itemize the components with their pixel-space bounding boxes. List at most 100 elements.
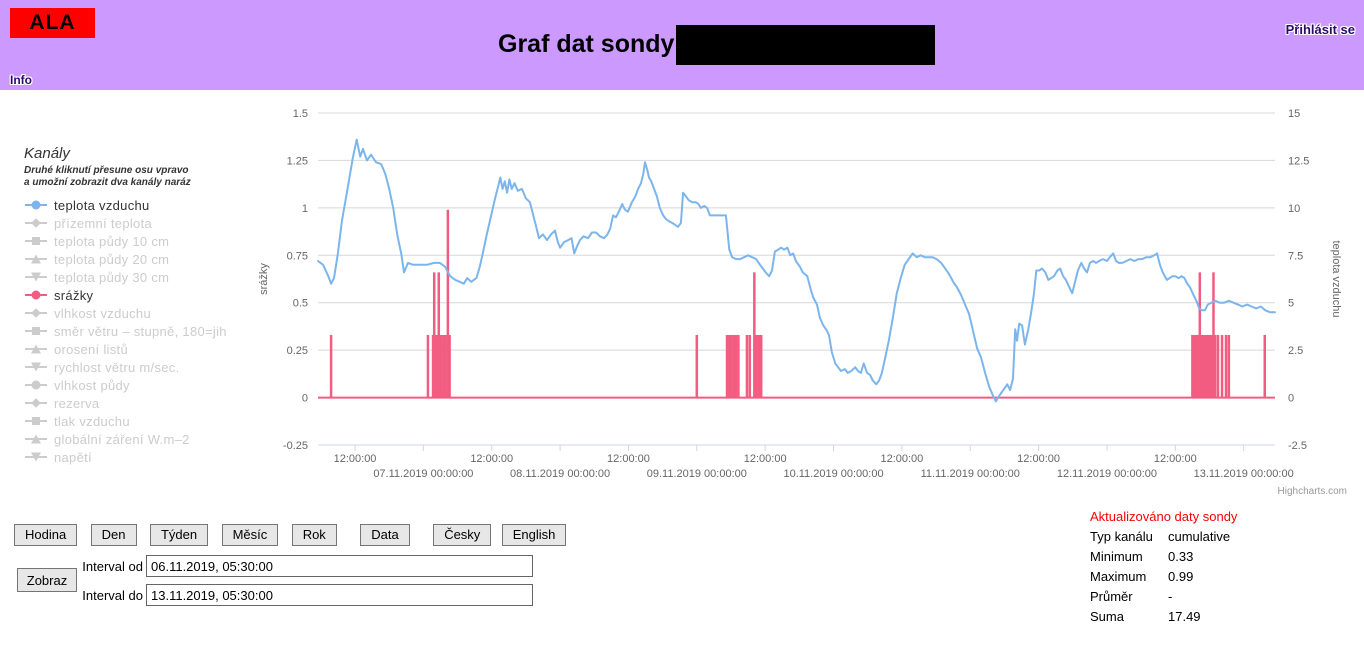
page-title: Graf dat sondy xyxy=(498,30,675,58)
channel-item-14[interactable]: globální záření W.m–2 xyxy=(24,430,256,448)
button-mesic[interactable]: Měsíc xyxy=(221,524,279,546)
gridlines xyxy=(318,112,1275,446)
svg-text:09.11.2019 00:00:00: 09.11.2019 00:00:00 xyxy=(647,468,747,480)
right-axis-title: teplota vzduchu xyxy=(1330,240,1342,317)
svg-text:12.5: 12.5 xyxy=(1288,155,1309,167)
ala-logo-text: ALA xyxy=(29,11,76,34)
svg-text:07.11.2019 00:00:00: 07.11.2019 00:00:00 xyxy=(373,468,473,480)
channel-item-13[interactable]: tlak vzduchu xyxy=(24,412,256,430)
channel-item-6[interactable]: srážky xyxy=(24,286,256,304)
button-hodina[interactable]: Hodina xyxy=(14,524,78,546)
circle-marker-icon xyxy=(25,380,47,390)
svg-text:10.11.2019 00:00:00: 10.11.2019 00:00:00 xyxy=(783,468,883,480)
channel-item-15[interactable]: napětí xyxy=(24,448,256,466)
button-den[interactable]: Den xyxy=(90,524,137,546)
button-tyden[interactable]: Týden xyxy=(149,524,209,546)
stats-title: Aktualizováno daty sondy xyxy=(1090,509,1238,524)
channel-item-label: vlhkost vzduchu xyxy=(54,305,151,321)
channel-item-9[interactable]: orosení listů xyxy=(24,340,256,358)
triangle-down-marker-icon xyxy=(25,452,47,462)
button-cesky[interactable]: Česky xyxy=(433,524,492,546)
chart-svg[interactable]: 1.5 1.25 1 0.75 0.5 0.25 0 -0.25 15 12.5 10 7.5 5 2.5… xyxy=(255,95,1364,510)
temperature-line[interactable] xyxy=(317,138,1276,403)
x-axis: 12:00:00 07.11.2019 00:00:00 12:00:00 08.11… xyxy=(318,444,1294,480)
interval-do-label: Interval do xyxy=(82,588,143,603)
svg-text:11.11.2019 00:00:00: 11.11.2019 00:00:00 xyxy=(921,468,1020,480)
channel-item-2[interactable]: přízemní teplota xyxy=(24,214,256,232)
channel-item-label: rezerva xyxy=(54,395,100,411)
channel-item-11[interactable]: vlhkost půdy xyxy=(24,376,256,394)
channel-item-8[interactable]: směr větru – stupně, 180=jih xyxy=(24,322,256,340)
svg-text:0.75: 0.75 xyxy=(287,250,308,262)
square-marker-icon xyxy=(25,237,47,245)
triangle-down-marker-icon xyxy=(25,362,47,372)
channel-item-label: teplota půdy 30 cm xyxy=(54,269,170,285)
svg-text:12:00:00: 12:00:00 xyxy=(1017,453,1060,465)
svg-text:10: 10 xyxy=(1288,203,1300,215)
channel-item-10[interactable]: rychlost větru m/sec. xyxy=(24,358,256,376)
diamond-marker-icon xyxy=(25,218,47,228)
diamond-marker-icon xyxy=(25,398,47,408)
channel-item-label: tlak vzduchu xyxy=(54,413,130,429)
redacted-probe-name xyxy=(676,25,935,65)
channel-item-label: přízemní teplota xyxy=(54,215,153,231)
channel-item-label: orosení listů xyxy=(54,341,128,357)
svg-text:12:00:00: 12:00:00 xyxy=(607,453,650,465)
header: ALA Graf dat sondy Přihlásit se Info xyxy=(0,0,1364,90)
channel-item-7[interactable]: vlhkost vzduchu xyxy=(24,304,256,322)
triangle-marker-icon xyxy=(25,434,47,444)
left-axis-labels: 1.5 1.25 1 0.75 0.5 0.25 0 -0.25 xyxy=(283,108,308,452)
stat-row: Průměr - xyxy=(1090,589,1173,604)
button-data[interactable]: Data xyxy=(360,524,410,546)
svg-text:1.25: 1.25 xyxy=(287,155,308,167)
svg-text:12:00:00: 12:00:00 xyxy=(1154,453,1197,465)
info-menu-item[interactable]: Info xyxy=(10,73,32,87)
svg-text:0.25: 0.25 xyxy=(287,345,308,357)
svg-text:0.5: 0.5 xyxy=(293,298,308,310)
channel-item-4[interactable]: teplota půdy 20 cm xyxy=(24,250,256,268)
stats-panel: Aktualizováno daty sondy Typ kanálu cumul… xyxy=(1090,509,1360,629)
channel-item-12[interactable]: rezerva xyxy=(24,394,256,412)
triangle-marker-icon xyxy=(25,254,47,264)
svg-text:0: 0 xyxy=(302,393,308,405)
interval-od-input[interactable] xyxy=(146,555,533,577)
channel-item-label: vlhkost půdy xyxy=(54,377,130,393)
channel-item-5[interactable]: teplota půdy 30 cm xyxy=(24,268,256,286)
zobraz-button[interactable]: Zobraz xyxy=(17,568,77,592)
diamond-marker-icon xyxy=(25,308,47,318)
svg-text:12:00:00: 12:00:00 xyxy=(334,453,377,465)
stat-row: Typ kanálu cumulative xyxy=(1090,529,1231,544)
svg-text:2.5: 2.5 xyxy=(1288,345,1303,357)
ala-logo[interactable]: ALA xyxy=(10,8,95,38)
highcharts-credit[interactable]: Highcharts.com xyxy=(1278,486,1347,497)
left-axis-title: srážky xyxy=(258,263,270,295)
svg-text:08.11.2019 00:00:00: 08.11.2019 00:00:00 xyxy=(510,468,610,480)
channel-legend: Kanály Druhé kliknutí přesune osu vpravo… xyxy=(24,145,256,466)
triangle-down-marker-icon xyxy=(25,272,47,282)
svg-text:12.11.2019 00:00:00: 12.11.2019 00:00:00 xyxy=(1057,468,1157,480)
svg-text:1.5: 1.5 xyxy=(293,108,308,120)
svg-text:12:00:00: 12:00:00 xyxy=(880,453,923,465)
right-axis-labels: 15 12.5 10 7.5 5 2.5 0 -2.5 xyxy=(1288,108,1309,452)
triangle-marker-icon xyxy=(25,344,47,354)
precipitation-bars[interactable] xyxy=(318,209,1275,399)
channel-item-3[interactable]: teplota půdy 10 cm xyxy=(24,232,256,250)
svg-text:13.11.2019 00:00:00: 13.11.2019 00:00:00 xyxy=(1194,468,1294,480)
channel-item-label: teplota vzduchu xyxy=(54,197,150,213)
svg-text:5: 5 xyxy=(1288,298,1294,310)
svg-text:7.5: 7.5 xyxy=(1288,250,1303,262)
stat-row: Suma 17.49 xyxy=(1090,609,1201,624)
legend-subtitle-line2: a umožní zobrazit dva kanály naráz xyxy=(24,177,191,188)
channel-item-label: srážky xyxy=(54,287,94,303)
button-english[interactable]: English xyxy=(501,524,567,546)
channel-item-1[interactable]: teplota vzduchu xyxy=(24,196,256,214)
interval-do-input[interactable] xyxy=(146,584,533,606)
button-rok[interactable]: Rok xyxy=(291,524,337,546)
svg-text:12:00:00: 12:00:00 xyxy=(744,453,787,465)
svg-text:0: 0 xyxy=(1288,393,1294,405)
stat-row: Maximum 0.99 xyxy=(1090,569,1194,584)
login-link[interactable]: Přihlásit se xyxy=(1285,22,1355,37)
channel-item-label: teplota půdy 20 cm xyxy=(54,251,170,267)
channel-item-label: směr větru – stupně, 180=jih xyxy=(54,323,227,339)
